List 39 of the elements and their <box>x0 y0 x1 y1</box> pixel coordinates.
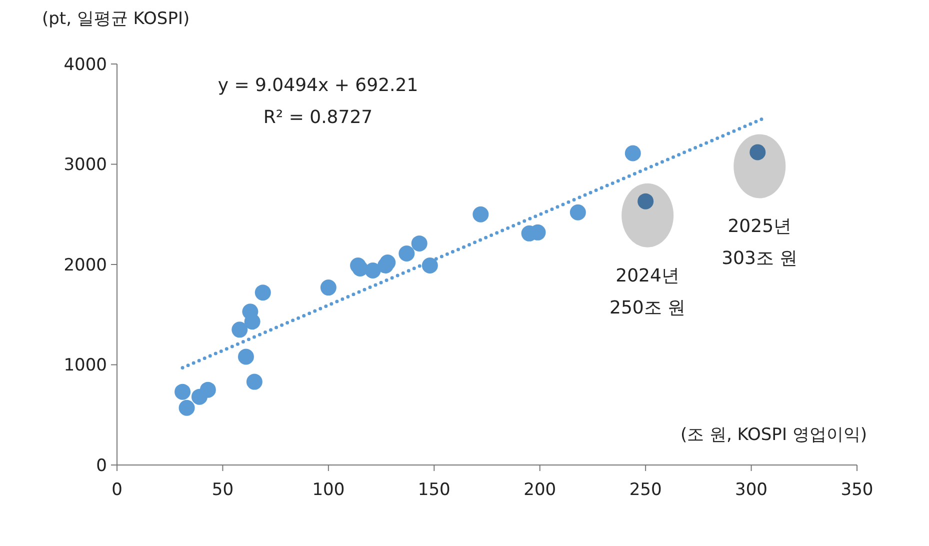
point <box>320 280 336 296</box>
point <box>352 260 368 277</box>
x-tick-label: 0 <box>112 480 122 500</box>
point <box>200 382 216 398</box>
x-tick-label: 200 <box>524 480 556 500</box>
point <box>232 322 248 338</box>
point <box>750 144 766 160</box>
x-tick-label: 150 <box>418 480 450 500</box>
point <box>380 254 396 270</box>
x-tick-label: 350 <box>840 480 874 500</box>
point <box>246 374 262 390</box>
y-axis-title: (pt, 일평균 KOSPI) <box>42 9 190 29</box>
y-tick-label: 3000 <box>64 155 107 176</box>
point <box>238 348 254 365</box>
x-tick-label: 100 <box>312 480 345 500</box>
annotation: 2025년 303조 원 <box>722 216 798 270</box>
annotation: 2024년 250조 원 <box>610 265 686 318</box>
y-tick-label: 0 <box>96 456 107 476</box>
point <box>174 384 191 400</box>
x-tick-label: 50 <box>212 480 234 500</box>
y-tick-label: 4000 <box>64 54 107 75</box>
point <box>422 258 438 274</box>
annotation: R² = 0.8727 <box>263 107 373 128</box>
point <box>178 400 195 416</box>
point <box>254 284 271 301</box>
point <box>364 262 381 279</box>
y-tick-label: 1000 <box>64 356 107 376</box>
x-axis-title: (조 원, KOSPI 영업이익) <box>680 425 867 445</box>
point <box>244 314 260 330</box>
x-tick-label: 250 <box>629 480 662 500</box>
point <box>638 193 654 210</box>
annotation: y = 9.0494x + 692.21 <box>218 75 418 96</box>
point <box>624 145 641 162</box>
point <box>411 235 428 252</box>
point <box>570 204 586 220</box>
x-tick-label: 300 <box>735 480 768 500</box>
point <box>398 245 415 262</box>
y-tick-label: 2000 <box>64 255 107 276</box>
point <box>472 206 489 222</box>
